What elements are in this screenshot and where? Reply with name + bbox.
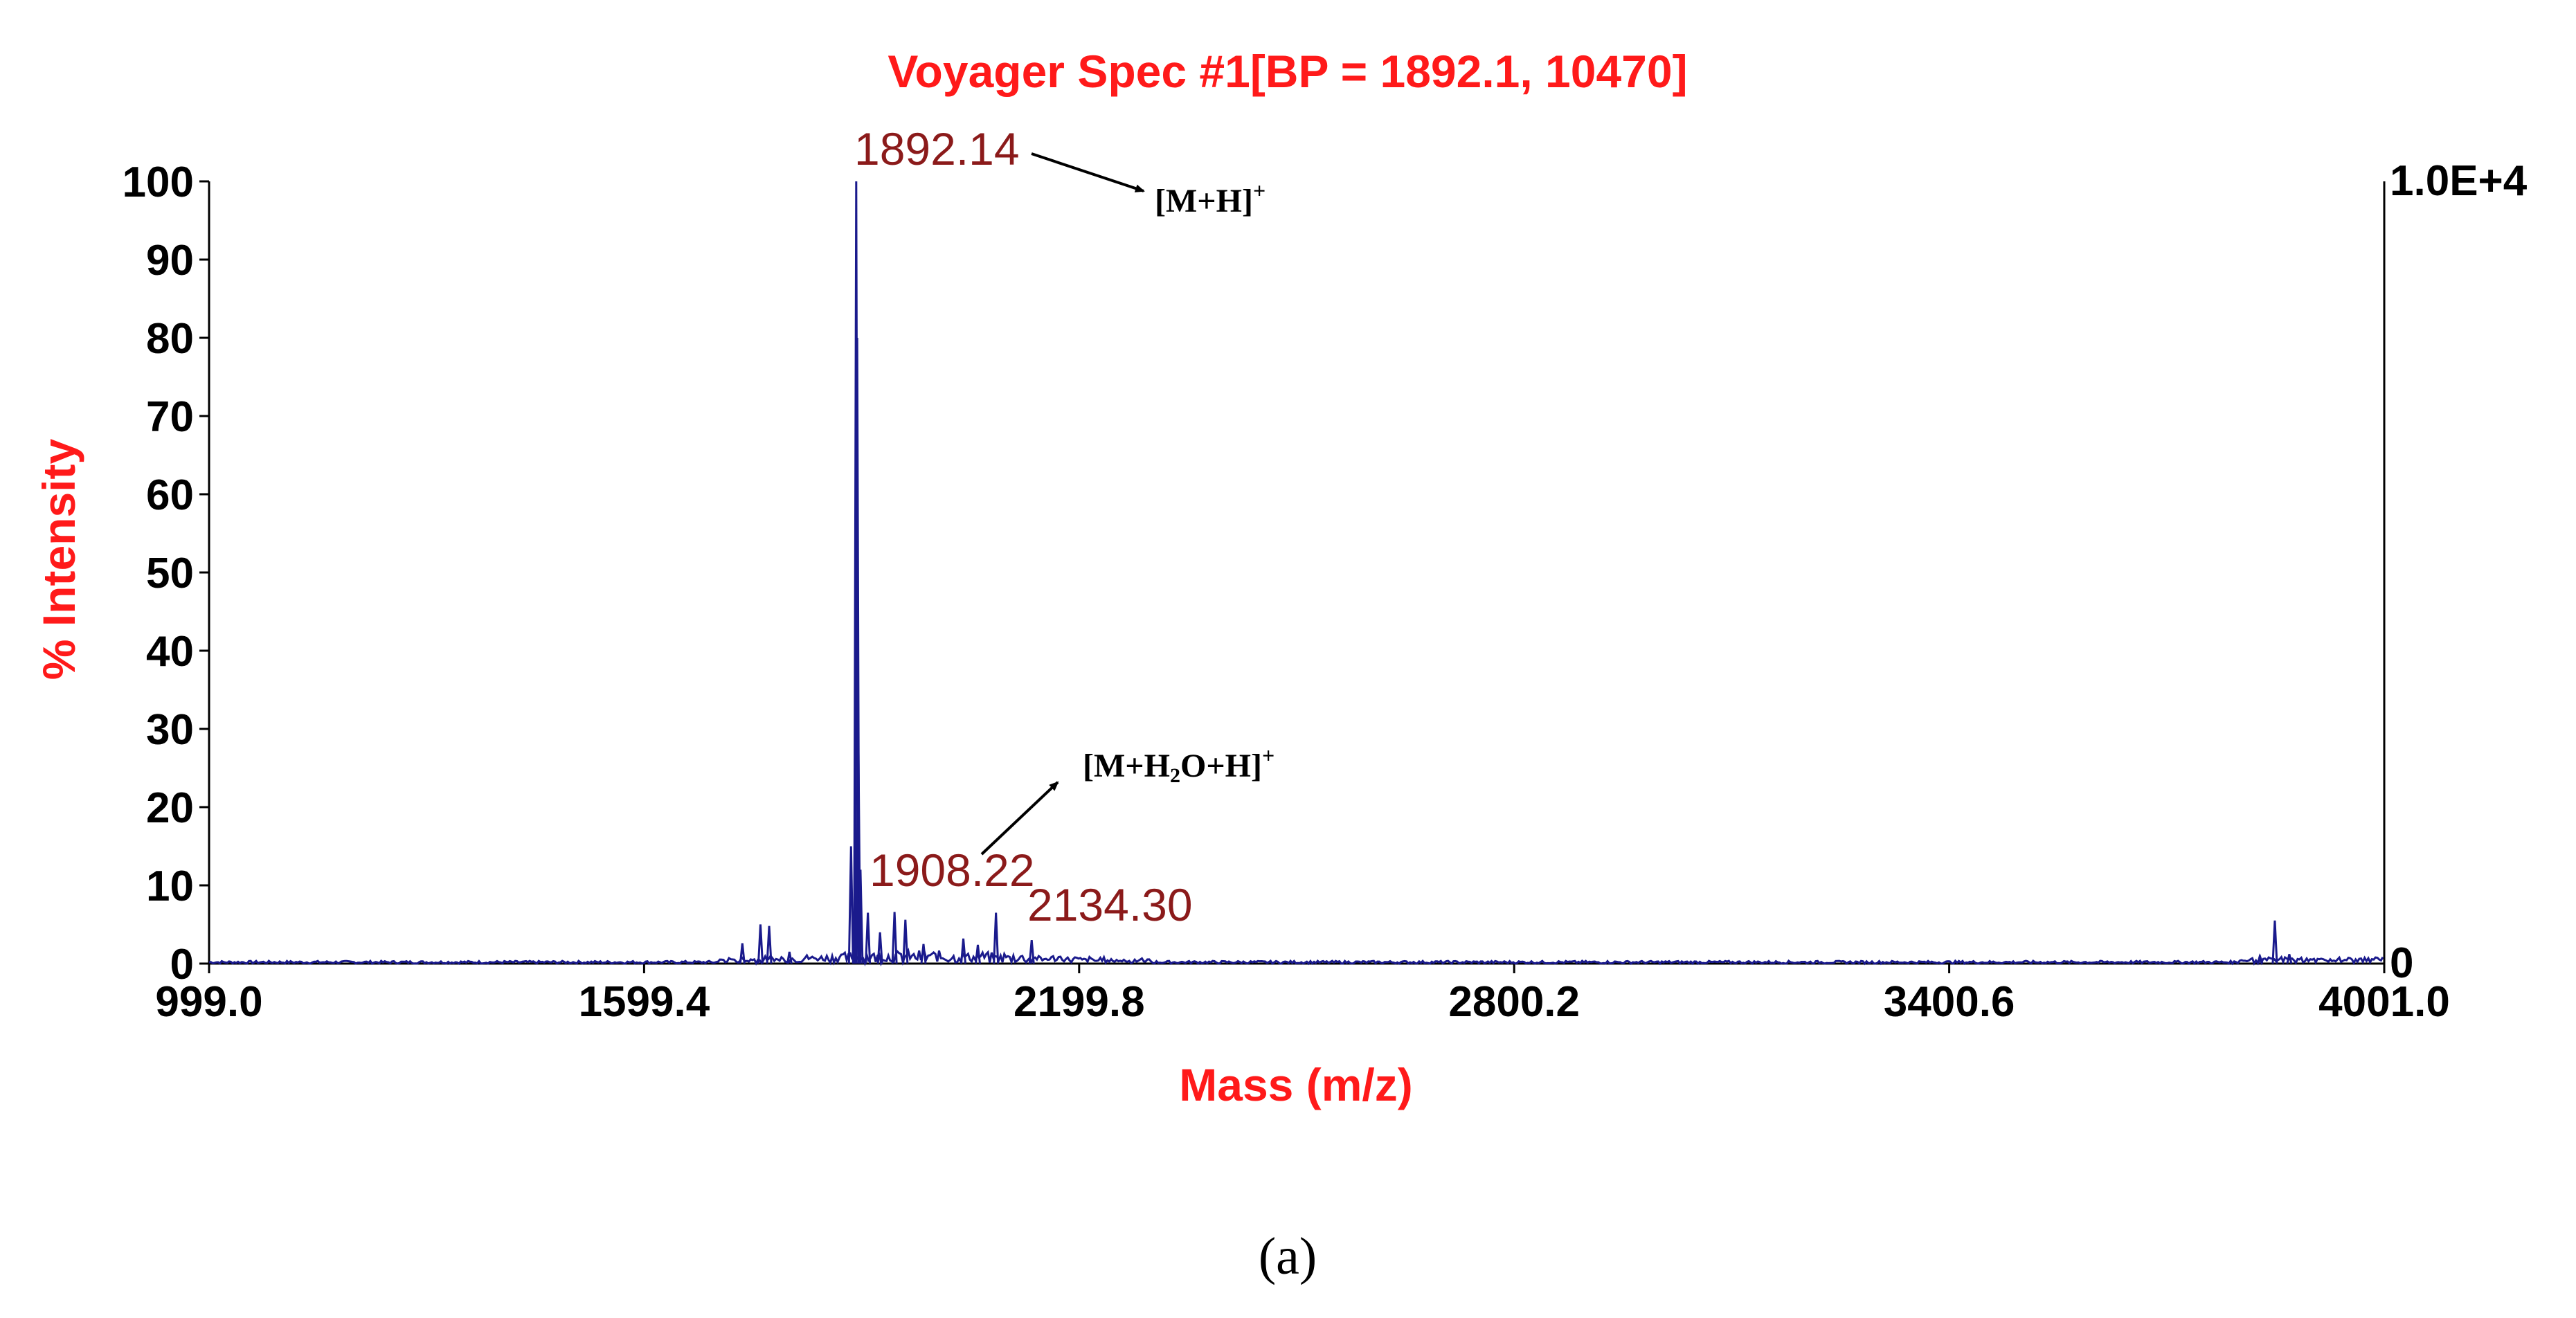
spectrum-peak bbox=[876, 932, 883, 964]
x-tick-label: 2800.2 bbox=[1448, 978, 1580, 1026]
spectrum-peak bbox=[857, 869, 864, 964]
annotation-arrow-mh bbox=[1031, 152, 1145, 192]
figure-caption: (a) bbox=[1259, 1227, 1317, 1285]
right-axis-top-label: 1.0E+4 bbox=[2390, 157, 2528, 205]
spectrum-peak bbox=[766, 926, 773, 964]
y-tick-label: 80 bbox=[146, 315, 194, 363]
y-tick-label: 100 bbox=[123, 159, 194, 206]
spectrum-peak bbox=[865, 912, 872, 964]
annotation-mh: [M+H]+ bbox=[1155, 178, 1266, 219]
x-tick-label: 2199.8 bbox=[1014, 978, 1145, 1026]
spectrum-peak bbox=[786, 951, 793, 964]
annotation-mh2o-sup: + bbox=[1262, 743, 1275, 768]
x-tick-label: 1599.4 bbox=[579, 978, 710, 1026]
annotation-arrow-mh2o bbox=[980, 781, 1059, 856]
x-tick-label: 4001.0 bbox=[2318, 978, 2450, 1026]
y-axis-ticks: 0 10 20 30 40 50 60 70 80 90 100 bbox=[123, 159, 209, 988]
annotation-mh2o-post: O+H] bbox=[1180, 748, 1262, 784]
annotation-mh-main: [M+H] bbox=[1155, 183, 1253, 219]
y-tick-label: 40 bbox=[146, 628, 194, 676]
spectrum-series bbox=[208, 181, 2384, 967]
spectrum-peak bbox=[739, 943, 746, 964]
spectrum-peak bbox=[920, 944, 927, 964]
right-axis-bottom-label: 0 bbox=[2390, 939, 2413, 987]
peak-label-2134: 2134.30 bbox=[1027, 879, 1193, 930]
y-axis-title: % Intensity bbox=[33, 439, 84, 680]
spectrum-peak bbox=[902, 919, 909, 964]
y-tick-label: 90 bbox=[146, 237, 194, 285]
y-tick-label: 20 bbox=[146, 784, 194, 832]
spectrum-peak bbox=[960, 938, 967, 964]
y-tick-label: 10 bbox=[146, 863, 194, 910]
annotation-mh2o-sub: 2 bbox=[1170, 764, 1180, 787]
spectrum-peak bbox=[891, 912, 898, 964]
annotation-mh-sup: + bbox=[1253, 178, 1266, 203]
x-axis-ticks: 999.0 1599.4 2199.8 2800.2 3400.6 4001.0 bbox=[155, 964, 2450, 1026]
x-axis-title: Mass (m/z) bbox=[1179, 1059, 1412, 1110]
spectrum-peak bbox=[2271, 920, 2278, 964]
spectrum-peak bbox=[2257, 954, 2264, 964]
spectrum-peak bbox=[847, 846, 854, 964]
spectrum-peak bbox=[2286, 954, 2293, 964]
annotation-mh2o: [M+H2O+H]+ bbox=[1083, 743, 1275, 787]
spectrum-peak bbox=[757, 924, 764, 964]
spectrum-peak bbox=[993, 912, 1000, 964]
x-tick-label: 999.0 bbox=[155, 978, 262, 1026]
y-tick-label: 50 bbox=[146, 550, 194, 597]
spectrum-baseline bbox=[208, 947, 2384, 967]
y-tick-label: 70 bbox=[146, 393, 194, 441]
y-tick-label: 60 bbox=[146, 471, 194, 519]
y-tick-label: 0 bbox=[170, 941, 194, 988]
x-tick-label: 3400.6 bbox=[1884, 978, 2015, 1026]
annotation-mh2o-pre: [M+H bbox=[1083, 748, 1170, 784]
peak-label-1892: 1892.14 bbox=[854, 123, 1020, 174]
y-tick-label: 30 bbox=[146, 706, 194, 754]
peak-label-1908: 1908.22 bbox=[870, 845, 1035, 896]
spectrum-peak bbox=[1028, 939, 1035, 964]
chart-title: Voyager Spec #1[BP = 1892.1, 10470] bbox=[888, 46, 1687, 97]
spectrum-peak bbox=[974, 944, 981, 964]
